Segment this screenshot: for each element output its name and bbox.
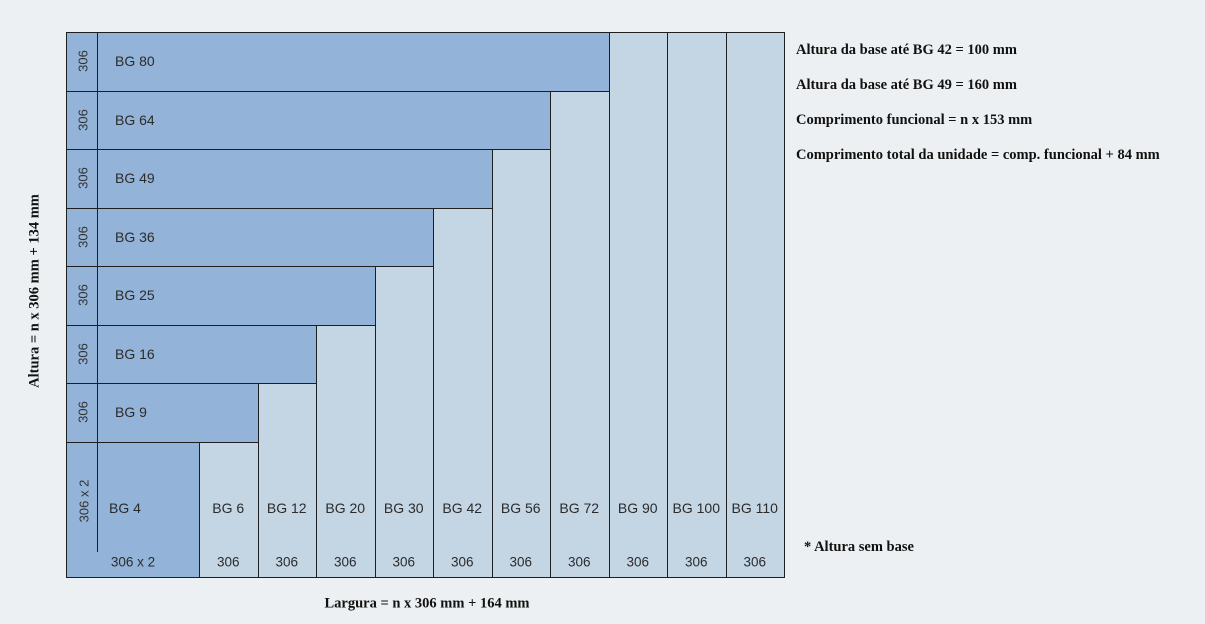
row-name: BG 80 bbox=[115, 53, 155, 70]
base-cell-width: 306 x 2 bbox=[110, 554, 156, 570]
column-cell-width: 306 bbox=[450, 554, 474, 570]
column-cell-name: BG 90 bbox=[617, 500, 658, 516]
column-cell bbox=[257, 383, 317, 578]
row-name: BG 9 bbox=[115, 404, 147, 421]
row-name: BG 64 bbox=[115, 111, 155, 128]
row-height-label: 306 bbox=[75, 167, 91, 190]
column-cell-name: BG 56 bbox=[500, 500, 541, 516]
note-base-height-bg49: Altura da base até BG 49 = 160 mm bbox=[796, 77, 1017, 93]
column-cell-name: BG 12 bbox=[266, 500, 307, 516]
column-cell-width: 306 bbox=[684, 554, 708, 570]
row-name: BG 49 bbox=[115, 170, 155, 187]
column-cell-name: BG 6 bbox=[212, 500, 245, 516]
row-height-label: 306 bbox=[75, 50, 91, 73]
row-name: BG 25 bbox=[115, 287, 155, 304]
column-cell-width: 306 bbox=[567, 554, 591, 570]
footnote: * Altura sem base bbox=[804, 539, 914, 555]
column-cell-width: 306 bbox=[392, 554, 416, 570]
column-cell-width: 306 bbox=[275, 554, 299, 570]
base-cell-bg4 bbox=[66, 442, 200, 578]
column-cell bbox=[374, 266, 434, 578]
column-cell-width: 306 bbox=[626, 554, 650, 570]
column-cell-name: BG 30 bbox=[383, 500, 424, 516]
size-diagram: BG 6 306 BG 12 306 BG 20 306 BG 30 306 BG 42 306 B… bbox=[66, 32, 788, 578]
column-cell bbox=[725, 32, 785, 578]
row-cell bbox=[66, 324, 317, 384]
note-functional-length: Comprimento funcional = n x 153 mm bbox=[796, 112, 1033, 128]
note-total-length: Comprimento total da unidade = comp. fun… bbox=[796, 147, 1160, 163]
row-name: BG 16 bbox=[115, 345, 155, 362]
row-cell bbox=[66, 90, 551, 150]
notes-panel: Altura da base até BG 42 = 100 mm Altura… bbox=[796, 42, 1196, 182]
column-cell-name: BG 42 bbox=[442, 500, 483, 516]
column-cell bbox=[667, 32, 727, 578]
column-cell-width: 306 bbox=[509, 554, 533, 570]
row-height-label: 306 bbox=[75, 284, 91, 307]
height-formula-label: Altura = n x 306 mm + 134 mm bbox=[26, 194, 43, 388]
column-cell-name: BG 72 bbox=[559, 500, 600, 516]
note-base-height-bg42: Altura da base até BG 42 = 100 mm bbox=[796, 42, 1017, 58]
column-cell bbox=[608, 32, 668, 578]
row-height-label: 306 bbox=[75, 108, 91, 131]
column-cell-width: 306 bbox=[216, 554, 240, 570]
row-cell bbox=[66, 207, 434, 267]
column-cell bbox=[433, 207, 493, 578]
row-height-label: 306 bbox=[75, 401, 91, 424]
column-cell bbox=[316, 324, 376, 578]
column-cell-name: BG 110 bbox=[731, 500, 778, 516]
row-name: BG 36 bbox=[115, 228, 155, 245]
width-formula-label: Largura = n x 306 mm + 164 mm bbox=[324, 595, 530, 612]
column-cell-width: 306 bbox=[743, 554, 767, 570]
row-height-label: 306 bbox=[75, 342, 91, 365]
row-height-label: 306 bbox=[75, 225, 91, 248]
column-cell-name: BG 20 bbox=[325, 500, 366, 516]
column-cell bbox=[550, 90, 610, 578]
base-cell-name: BG 4 bbox=[109, 500, 141, 516]
column-cell-width: 306 bbox=[333, 554, 357, 570]
column-cell bbox=[491, 149, 551, 578]
row-cell bbox=[66, 266, 376, 326]
row-cell bbox=[66, 149, 493, 209]
column-cell-name: BG 100 bbox=[672, 500, 720, 516]
base-height-divider bbox=[66, 442, 98, 552]
